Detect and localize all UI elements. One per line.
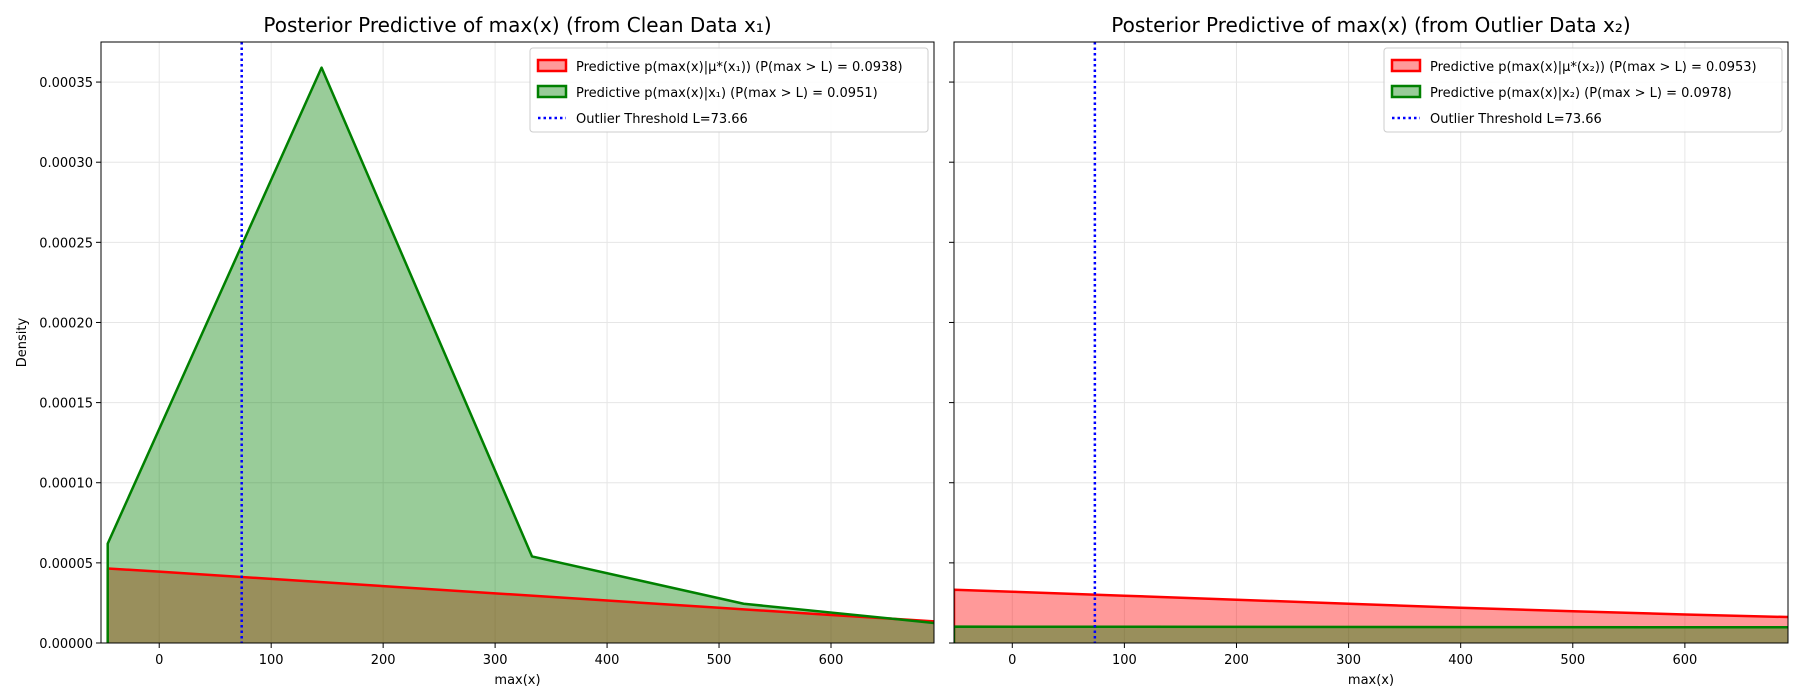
series-area-2 xyxy=(954,626,1788,643)
legend-box xyxy=(529,47,929,133)
x-axis-label: max(x) xyxy=(1348,673,1394,688)
x-tick-label: 600 xyxy=(1672,653,1697,668)
series-line-2 xyxy=(954,625,1788,643)
x-tick-label: 400 xyxy=(595,653,620,668)
x-tick-label: 400 xyxy=(1448,653,1473,668)
series-line-1 xyxy=(106,567,934,643)
axes-frame xyxy=(953,41,1789,644)
y-tick-label: 0.00025 xyxy=(39,236,93,251)
series-area-1 xyxy=(107,568,934,643)
y-tick-label: 0.00020 xyxy=(39,316,93,331)
legend: Predictive p(max(x)|μ*(x₁)) (P(max > L) … xyxy=(529,47,929,133)
y-axis-label: Density xyxy=(15,317,30,367)
y-tick-label: 0.00005 xyxy=(39,557,93,572)
plot-area xyxy=(954,42,1788,643)
legend-swatch xyxy=(536,58,568,73)
series-area-1 xyxy=(954,589,1788,643)
plot-area xyxy=(106,42,934,643)
x-tick-label: 500 xyxy=(1560,653,1585,668)
legend-threshold-label: Outlier Threshold L=73.66 xyxy=(1430,112,1602,127)
x-axis-label: max(x) xyxy=(494,673,540,688)
legend-swatch xyxy=(1390,84,1422,99)
legend-swatch xyxy=(1390,58,1422,73)
x-tick-label: 100 xyxy=(1112,653,1137,668)
legend: Predictive p(max(x)|μ*(x₂)) (P(max > L) … xyxy=(1383,47,1783,133)
legend-threshold-label: Outlier Threshold L=73.66 xyxy=(576,112,748,127)
axes-frame xyxy=(100,41,935,644)
series-line-1 xyxy=(954,588,1788,643)
legend-label: Predictive p(max(x)|μ*(x₁)) (P(max > L) … xyxy=(576,60,903,75)
series-area-2 xyxy=(107,67,934,643)
x-tick-label: 600 xyxy=(819,653,844,668)
y-tick-label: 0.00035 xyxy=(39,76,93,91)
x-tick-label: 0 xyxy=(155,653,163,668)
x-tick-label: 0 xyxy=(1008,653,1016,668)
y-tick-label: 0.00015 xyxy=(39,397,93,412)
series-line-2 xyxy=(106,66,934,643)
legend-label: Predictive p(max(x)|μ*(x₂)) (P(max > L) … xyxy=(1430,60,1757,75)
chart-title: Posterior Predictive of max(x) (from Cle… xyxy=(263,13,771,37)
legend-label: Predictive p(max(x)|x₂) (P(max > L) = 0.… xyxy=(1430,86,1732,101)
y-tick-label: 0.00010 xyxy=(39,477,93,492)
x-tick-label: 100 xyxy=(259,653,284,668)
chart-title: Posterior Predictive of max(x) (from Out… xyxy=(1111,13,1630,37)
legend-box xyxy=(1383,47,1783,133)
x-tick-label: 300 xyxy=(1336,653,1361,668)
x-tick-label: 500 xyxy=(707,653,732,668)
panel-2: 0 100 200 300 400 500 600 Posterior Predictive … xyxy=(949,13,1789,688)
legend-swatch xyxy=(536,84,568,99)
x-tick-label: 200 xyxy=(371,653,396,668)
x-tick-label: 300 xyxy=(483,653,508,668)
legend-label: Predictive p(max(x)|x₁) (P(max > L) = 0.… xyxy=(576,86,878,101)
panel-1: 0 100 200 300 400 500 600 0.00000 0.00005 0.00010… xyxy=(15,13,935,688)
y-tick-label: 0.00030 xyxy=(39,156,93,171)
x-tick-label: 200 xyxy=(1224,653,1249,668)
y-tick-label: 0.00000 xyxy=(39,637,93,652)
